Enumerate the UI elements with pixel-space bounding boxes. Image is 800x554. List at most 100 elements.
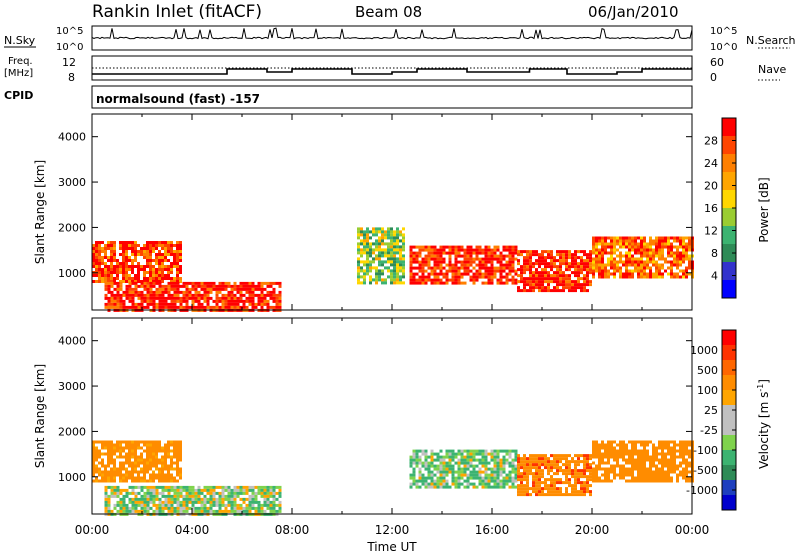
heatmap-cell: [445, 479, 449, 483]
heatmap-cell: [161, 241, 164, 244]
heatmap-cell: [191, 488, 195, 492]
heatmap-cell: [634, 440, 637, 444]
heatmap-cell: [125, 494, 129, 498]
heatmap-cell: [421, 278, 425, 282]
heatmap-cell: [122, 256, 125, 259]
heatmap-cell: [143, 485, 147, 489]
heatmap-cell: [242, 500, 246, 504]
heatmap-cell: [170, 262, 173, 265]
heatmap-cell: [478, 482, 482, 486]
heatmap-cell: [164, 277, 167, 280]
heatmap-cell: [676, 251, 679, 255]
heatmap-cell: [640, 251, 643, 255]
heatmap-cell: [544, 481, 547, 485]
heatmap-cell: [553, 454, 556, 458]
heatmap-cell: [454, 260, 458, 264]
heatmap-cell: [421, 266, 425, 270]
heatmap-cell: [676, 455, 679, 459]
heatmap-cell: [236, 287, 240, 291]
heatmap-cell: [655, 464, 658, 468]
heatmap-cell: [107, 485, 111, 489]
heatmap-cell: [167, 281, 171, 285]
heatmap-cell: [164, 461, 167, 465]
heatmap-cell: [439, 248, 443, 252]
heatmap-cell: [113, 503, 117, 507]
heatmap-cell: [469, 473, 473, 477]
heatmap-cell: [667, 476, 670, 480]
heatmap-cell: [544, 463, 547, 467]
heatmap-cell: [191, 503, 195, 507]
heatmap-cell: [628, 440, 631, 444]
heatmap-cell: [128, 247, 131, 250]
heatmap-cell: [101, 250, 104, 253]
heatmap-cell: [511, 254, 515, 258]
heatmap-cell: [490, 455, 494, 459]
heatmap-cell: [119, 280, 122, 283]
heatmap-cell: [547, 484, 550, 488]
heatmap-cell: [149, 449, 152, 453]
heatmap-cell: [550, 253, 553, 257]
heatmap-cell: [185, 302, 189, 306]
heatmap-cell: [526, 472, 529, 476]
heatmap-cell: [442, 458, 446, 462]
heatmap-cell: [167, 250, 170, 253]
heatmap-cell: [203, 296, 207, 300]
heatmap-cell: [448, 260, 452, 264]
heatmap-cell: [116, 287, 120, 291]
heatmap-cell: [170, 467, 173, 471]
heatmap-cell: [128, 274, 131, 277]
colorbar-tick-label: -500: [693, 464, 718, 477]
heatmap-cell: [194, 290, 198, 294]
heatmap-cell: [170, 293, 174, 297]
heatmap-cell: [607, 455, 610, 459]
heatmap-cell: [131, 503, 135, 507]
heatmap-cell: [481, 251, 485, 255]
colorbar-swatch: [722, 244, 736, 263]
heatmap-cell: [378, 248, 381, 252]
heatmap-cell: [532, 262, 535, 266]
heatmap-cell: [535, 469, 538, 473]
heatmap-cell: [442, 485, 446, 489]
heatmap-cell: [260, 491, 264, 495]
heatmap-cell: [445, 251, 449, 255]
heatmap-cell: [598, 458, 601, 462]
heatmap-cell: [107, 271, 110, 274]
heatmap-cell: [667, 464, 670, 468]
heatmap-region-4: [409, 245, 518, 285]
heatmap-cell: [167, 488, 171, 492]
heatmap-cell: [378, 269, 381, 273]
heatmap-cell: [667, 440, 670, 444]
heatmap-cell: [646, 458, 649, 462]
heatmap-cell: [266, 290, 270, 294]
heatmap-cell: [248, 296, 252, 300]
freq-tick-high: 12: [62, 56, 76, 69]
heatmap-cell: [631, 464, 634, 468]
heatmap-cell: [505, 482, 509, 486]
heatmap-cell: [688, 248, 691, 252]
heatmap-cell: [565, 274, 568, 278]
heatmap-cell: [140, 253, 143, 256]
heatmap-cell: [604, 263, 607, 267]
heatmap-cell: [149, 290, 153, 294]
heatmap-cell: [652, 446, 655, 450]
heatmap-cell: [430, 245, 434, 249]
heatmap-cell: [128, 281, 132, 285]
heatmap-cell: [649, 455, 652, 459]
heatmap-cell: [517, 478, 520, 482]
heatmap-cell: [176, 509, 180, 513]
heatmap-cell: [155, 491, 159, 495]
heatmap-cell: [137, 446, 140, 450]
heatmap-cell: [610, 251, 613, 255]
heatmap-cell: [369, 278, 372, 282]
heatmap-cell: [562, 250, 565, 254]
heatmap-cell: [598, 446, 601, 450]
heatmap-cell: [161, 449, 164, 453]
heatmap-cell: [619, 446, 622, 450]
heatmap-cell: [676, 464, 679, 468]
heatmap-cell: [179, 491, 183, 495]
heatmap-cell: [466, 461, 470, 465]
heatmap-cell: [399, 281, 402, 285]
heatmap-cell: [95, 476, 98, 480]
heatmap-cell: [520, 481, 523, 485]
heatmap-cell: [553, 277, 556, 281]
